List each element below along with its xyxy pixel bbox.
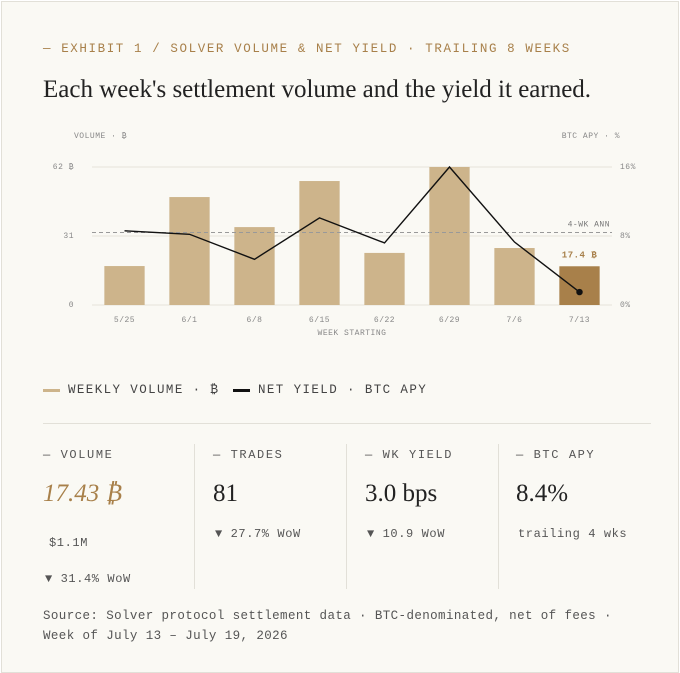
y2-tick-label: 0% [620, 301, 631, 310]
data-label: 17.4 ₿ [562, 251, 598, 261]
x-tick-label: 6/1 [182, 316, 198, 325]
kpi-value: 17.43 ₿ [43, 480, 123, 507]
legend-swatch [233, 388, 250, 392]
y2-tick-label: 16% [620, 163, 636, 172]
x-tick-label: 6/29 [439, 316, 460, 325]
headline: Each week's settlement volume and the yi… [43, 76, 592, 103]
source-line: Source: Solver protocol settlement data … [43, 609, 612, 623]
y-tick-label: 31 [63, 232, 74, 241]
kpi-change: ▼ 31.4% WoW [45, 572, 131, 586]
x-tick-label: 6/22 [374, 316, 395, 325]
x-axis-title: WEEK STARTING [318, 329, 387, 338]
divider [498, 444, 499, 589]
y-axis-title: VOLUME · ₿ [74, 132, 127, 141]
kpi-sub: $1.1M [49, 536, 89, 550]
bar [234, 227, 275, 305]
y-tick-label: 62 ₿ [53, 163, 74, 172]
divider [194, 444, 195, 589]
x-tick-label: 7/13 [569, 316, 590, 325]
kpi-label: WK YIELD [365, 448, 453, 462]
legend-label: WEEKLY VOLUME · ₿ [68, 383, 220, 397]
kpi-change: trailing 4 wks [518, 527, 628, 541]
x-tick-label: 7/6 [507, 316, 523, 325]
kpi-value: 81 [213, 480, 238, 507]
legend-item: NET YIELD · BTC APY [233, 383, 427, 397]
kpi-value: 8.4% [516, 480, 569, 507]
source-line: Week of July 13 – July 19, 2026 [43, 629, 288, 643]
bar [429, 167, 470, 305]
y-tick-label: 0 [69, 301, 74, 310]
kpi-change: ▼ 27.7% WoW [215, 527, 301, 541]
kpi-label: BTC APY [516, 448, 595, 462]
bar [364, 252, 405, 305]
kpi-label: TRADES [213, 448, 283, 462]
x-tick-label: 6/8 [247, 316, 263, 325]
bar [299, 181, 340, 305]
legend-item: WEEKLY VOLUME · ₿ [43, 383, 219, 397]
line [124, 165, 580, 293]
source-note: Source: Solver protocol settlement data … [43, 606, 612, 646]
divider [43, 423, 651, 424]
line-end-point [576, 288, 583, 296]
bar [104, 266, 145, 305]
kpi-value: 3.0 bps [365, 480, 438, 507]
x-tick-label: 5/25 [114, 316, 135, 325]
legend-label: NET YIELD · BTC APY [258, 383, 428, 397]
chart: VOLUME · ₿ BTC APY · % WEEK STARTING 0 31 62 … [53, 132, 636, 338]
divider [346, 444, 347, 589]
reference-label: 4-WK ANN [568, 221, 610, 230]
y2-tick-label: 8% [620, 232, 631, 241]
kpi-label: VOLUME [43, 448, 113, 462]
bar [494, 248, 535, 305]
bar [169, 197, 210, 305]
kpi-change: ▼ 10.9 WoW [367, 527, 446, 541]
bar [559, 266, 600, 305]
eyebrow: EXHIBIT 1 / SOLVER VOLUME & NET YIELD · … [43, 42, 571, 56]
legend-swatch [43, 388, 60, 392]
y2-axis-title: BTC APY · % [562, 132, 620, 141]
x-tick-label: 6/15 [309, 316, 330, 325]
